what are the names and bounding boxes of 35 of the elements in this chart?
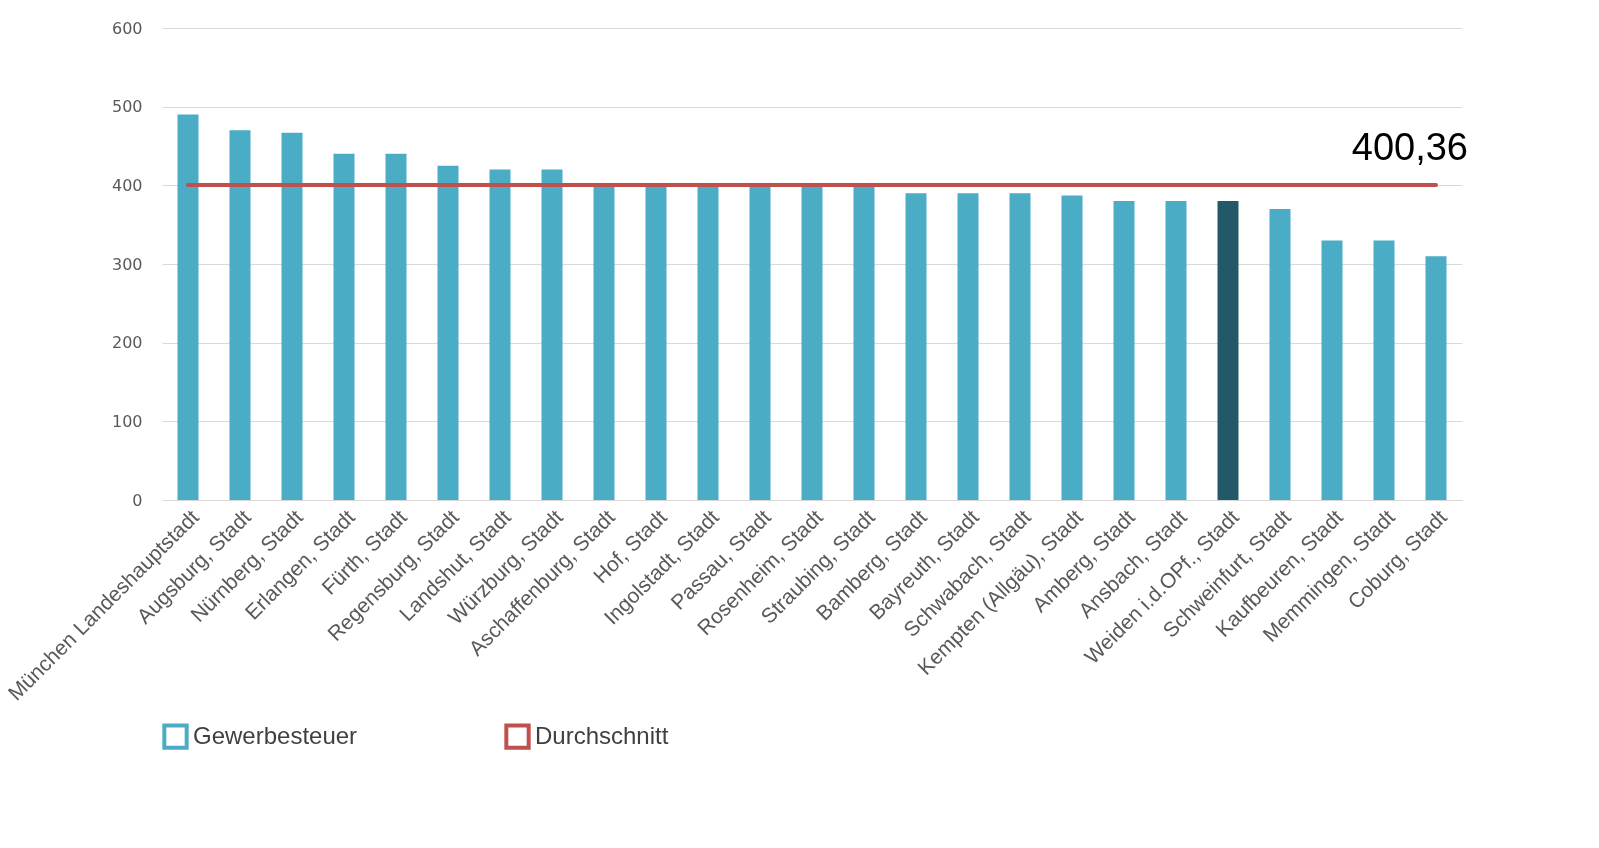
bar (697, 185, 719, 500)
bar (541, 169, 563, 500)
bar (489, 169, 511, 500)
y-tick-label: 100 (111, 411, 143, 431)
y-tick-label: 0 (132, 490, 143, 510)
data-label: 400,36 (1351, 126, 1468, 169)
bar (333, 153, 355, 500)
bar (1425, 256, 1447, 500)
bar (385, 153, 407, 500)
bar (1165, 201, 1187, 500)
y-tick-label: 500 (111, 97, 143, 117)
bar (1373, 240, 1395, 500)
legend-label: Durchschnitt (535, 721, 669, 749)
bar (905, 193, 927, 500)
bar (1321, 240, 1343, 500)
bar (593, 185, 615, 500)
bar (645, 185, 667, 500)
bar (177, 114, 199, 500)
y-tick-label: 600 (111, 18, 143, 38)
bar (437, 165, 459, 500)
legend-label: Gewerbesteuer (193, 721, 358, 749)
y-tick-label: 200 (111, 333, 143, 353)
y-tick-label: 300 (111, 254, 143, 274)
bar (1217, 201, 1239, 500)
bar (1269, 208, 1291, 500)
bar (1061, 195, 1083, 500)
bar (801, 185, 823, 500)
bar (1113, 201, 1135, 500)
y-tick-label: 400 (111, 175, 143, 195)
bar (281, 132, 303, 500)
bar (853, 185, 875, 500)
bar (749, 185, 771, 500)
bar (1009, 193, 1031, 500)
bar (957, 193, 979, 500)
bar (229, 130, 251, 500)
